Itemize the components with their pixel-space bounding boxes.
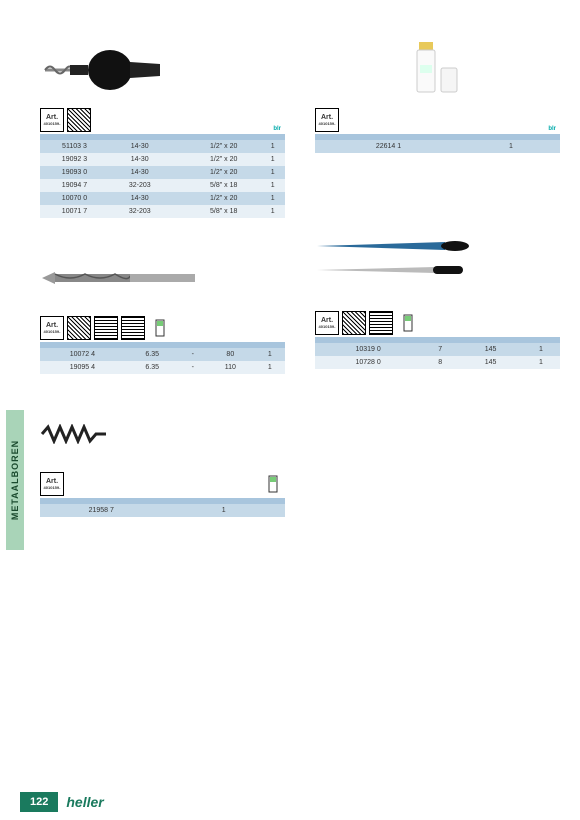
table-row: 10072 46.35-801 bbox=[40, 348, 285, 361]
page-footer: 122 heller bbox=[0, 792, 580, 812]
brand-name: heller bbox=[66, 794, 103, 810]
pack-icon bbox=[396, 311, 420, 335]
arbor-illustration bbox=[40, 40, 285, 100]
scriber-table: 10319 07145110728 081451 bbox=[315, 337, 560, 369]
table-row: 10728 081451 bbox=[315, 356, 560, 369]
scriber-illustration bbox=[315, 213, 560, 303]
table-row: 19094 732-2035/8" x 181 bbox=[40, 179, 285, 192]
art-icon: Art.4010159- bbox=[40, 108, 64, 132]
art-icon: Art.4010159- bbox=[315, 311, 339, 335]
length-icon bbox=[369, 311, 393, 335]
blr-label: blr bbox=[548, 126, 560, 132]
page-number: 122 bbox=[20, 792, 58, 812]
drill-table: 10072 46.35-80119095 46.35-1101 bbox=[40, 342, 285, 374]
table-row: 21958 71 bbox=[40, 504, 285, 517]
spring-table: 21958 71 bbox=[40, 498, 285, 517]
table-row: 19095 46.35-1101 bbox=[40, 361, 285, 374]
table-row: 19092 314-301/2" x 201 bbox=[40, 153, 285, 166]
pack-icon bbox=[148, 316, 172, 340]
table-row: 10319 071451 bbox=[315, 343, 560, 356]
drill-illustration bbox=[40, 248, 285, 308]
length-icon-1 bbox=[94, 316, 118, 340]
blr-label: blr bbox=[273, 126, 285, 132]
section-pilot-drill: Art.4010159- 10072 46.35-80119095 46.35-… bbox=[40, 248, 285, 374]
spring-illustration bbox=[40, 404, 285, 464]
section-arbors: Art.4010159- blr 51103 314-301/2" x 2011… bbox=[40, 40, 285, 218]
lubricant-table: 22614 11 bbox=[315, 134, 560, 153]
table-row: 19093 014-301/2" x 201 bbox=[40, 166, 285, 179]
table-row: 10070 014-301/2" x 201 bbox=[40, 192, 285, 205]
section-scribers: Art.4010159- 10319 07145110728 081451 bbox=[315, 213, 560, 369]
arbor-table: 51103 314-301/2" x 20119092 314-301/2" x… bbox=[40, 134, 285, 218]
art-icon: Art.4010159- bbox=[40, 316, 64, 340]
side-tab-label: METAALBOREN bbox=[10, 440, 20, 520]
diameter-icon bbox=[67, 108, 91, 132]
pack-icon bbox=[261, 472, 285, 496]
art-icon: Art.4010159- bbox=[315, 108, 339, 132]
side-tab: METAALBOREN bbox=[6, 410, 24, 550]
table-row: 22614 11 bbox=[315, 140, 560, 153]
diameter-icon bbox=[342, 311, 366, 335]
table-row: 10071 732-2035/8" x 181 bbox=[40, 205, 285, 218]
length-icon-2 bbox=[121, 316, 145, 340]
diameter-icon bbox=[67, 316, 91, 340]
table-row: 51103 314-301/2" x 201 bbox=[40, 140, 285, 153]
section-lubricant: Art.4010159- blr 22614 11 bbox=[315, 40, 560, 153]
art-icon: Art.4010159- bbox=[40, 472, 64, 496]
section-spring: Art.4010159- 21958 71 bbox=[40, 404, 285, 517]
bottle-illustration bbox=[315, 40, 560, 100]
